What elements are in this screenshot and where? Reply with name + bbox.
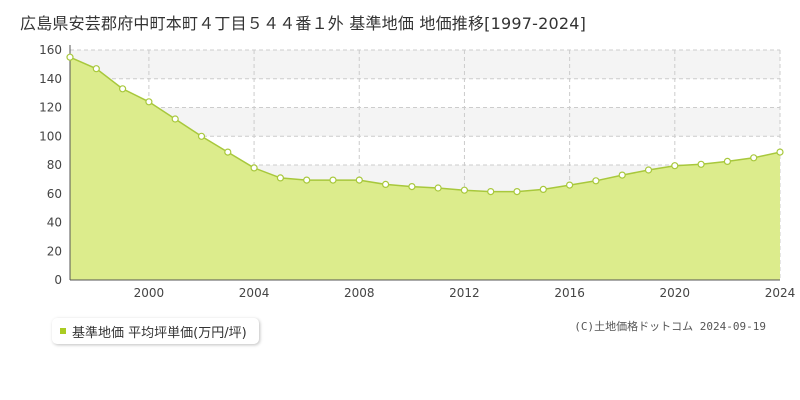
copyright-text: (C)土地価格ドットコム 2024-09-19 <box>574 320 766 333</box>
data-point <box>592 177 600 185</box>
x-tick-label: 2000 <box>134 286 165 300</box>
legend-label: 基準地価 平均坪単価(万円/坪) <box>72 325 247 341</box>
data-point <box>276 174 284 182</box>
data-point <box>750 154 758 162</box>
y-tick-label: 40 <box>47 216 62 230</box>
data-point <box>539 185 547 193</box>
x-tick-label: 2016 <box>554 286 585 300</box>
series-area <box>70 57 780 281</box>
x-tick-label: 2020 <box>660 286 691 300</box>
x-tick-label: 2008 <box>344 286 375 300</box>
data-point <box>66 53 74 61</box>
data-point <box>118 85 127 93</box>
data-point <box>618 171 626 179</box>
y-tick-label: 0 <box>54 273 62 287</box>
series-line <box>69 56 781 193</box>
data-point <box>723 157 732 165</box>
x-tick-label: 2004 <box>239 286 270 300</box>
data-point <box>92 65 100 73</box>
x-tick-label: 2024 <box>765 286 796 300</box>
data-point <box>382 180 390 188</box>
y-tick-label: 120 <box>39 101 62 115</box>
data-point <box>697 160 705 168</box>
data-point <box>224 148 232 156</box>
y-tick-label: 20 <box>47 244 62 258</box>
data-point <box>513 188 521 196</box>
y-tick-label: 140 <box>39 72 62 86</box>
y-tick-label: 100 <box>39 129 62 143</box>
data-point <box>355 176 363 184</box>
y-tick-label: 160 <box>39 43 62 57</box>
y-tick-label: 60 <box>47 187 62 201</box>
data-point <box>460 186 468 194</box>
data-point <box>644 166 653 174</box>
data-point <box>250 164 258 172</box>
data-point <box>145 98 153 106</box>
legend-swatch <box>60 328 66 334</box>
data-point <box>303 176 311 184</box>
x-tick-label: 2012 <box>449 286 480 300</box>
data-point <box>171 115 179 123</box>
data-point <box>565 181 574 189</box>
data-point <box>776 148 784 156</box>
chart-title: 広島県安芸郡府中町本町４丁目５４４番１外 基準地価 地価推移[1997-2024… <box>20 14 587 33</box>
data-point <box>434 184 442 192</box>
data-point <box>671 162 679 170</box>
y-tick-label: 80 <box>47 158 62 172</box>
data-point <box>487 188 495 196</box>
data-point <box>408 183 416 191</box>
data-point <box>329 176 337 184</box>
data-point <box>197 132 206 140</box>
grid-band <box>70 50 780 79</box>
legend: 基準地価 平均坪単価(万円/坪) <box>52 318 259 344</box>
